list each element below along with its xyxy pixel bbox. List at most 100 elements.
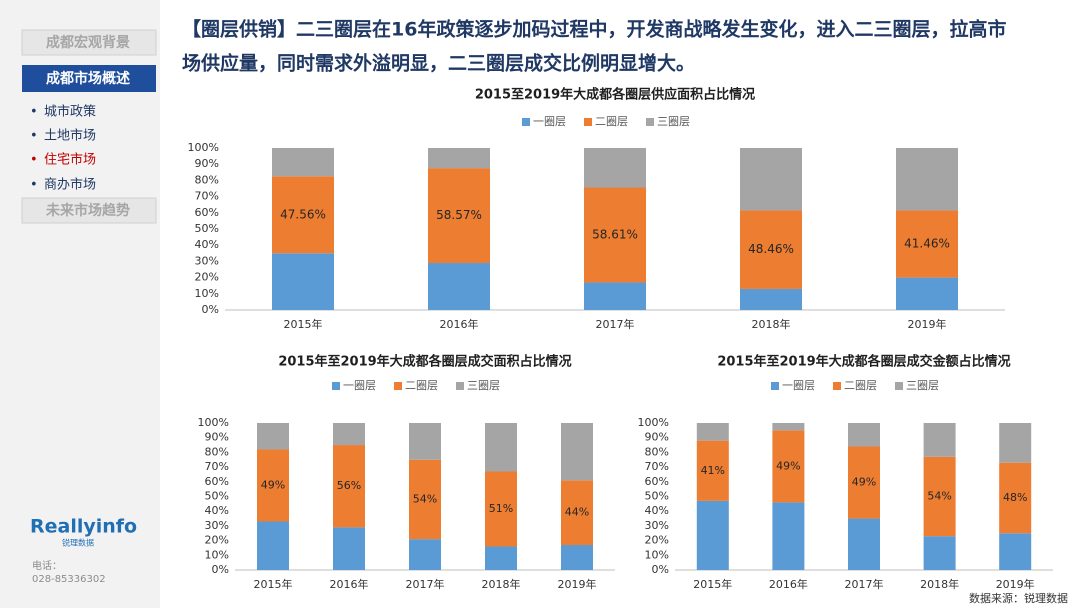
nav-subitem[interactable]: 土地市场 — [44, 128, 96, 144]
y-tick-label: 100% — [638, 416, 669, 429]
y-tick-label: 50% — [645, 490, 669, 503]
x-tick-label: 2015年 — [254, 577, 293, 591]
bar-segment — [848, 518, 880, 570]
bar-segment — [772, 423, 805, 431]
x-tick-label: 2018年 — [920, 577, 959, 591]
bar-segment — [740, 288, 802, 310]
legend-label: 三圈层 — [906, 379, 939, 392]
bar-segment — [923, 456, 956, 537]
chart-title: 2015年至2019年大成都各圈层成交金额占比情况 — [717, 354, 1010, 370]
data-label: 51% — [489, 502, 513, 515]
y-tick-label: 60% — [205, 475, 229, 488]
bar-segment — [696, 423, 729, 441]
legend-label: 三圈层 — [467, 379, 500, 392]
bullet: • — [30, 153, 38, 168]
x-tick-label: 2017年 — [406, 577, 445, 591]
y-tick-label: 90% — [645, 431, 669, 444]
bar-segment — [561, 545, 593, 570]
phone-label: 电话： — [32, 559, 62, 572]
nav-text: 成都市场概述 — [46, 70, 130, 87]
bar-segment — [923, 536, 956, 570]
y-tick-label: 30% — [645, 519, 669, 532]
y-tick-label: 30% — [195, 254, 219, 267]
sidebar — [0, 0, 160, 608]
bar-segment — [272, 176, 334, 254]
headline: 场供应量，同时需求外溢明显，二三圈层成交比例明显增大。 — [182, 52, 695, 75]
y-tick-label: 10% — [205, 548, 229, 561]
x-tick-label: 2015年 — [284, 317, 323, 331]
y-tick-label: 90% — [195, 157, 219, 170]
data-label: 49% — [776, 459, 800, 472]
bar-segment — [561, 423, 593, 481]
nav-subitem[interactable]: 城市政策 — [44, 104, 96, 120]
source: 数据来源：锐理数据 — [969, 591, 1068, 605]
nav-subitem-active[interactable]: 住宅市场 — [44, 152, 96, 168]
nav-subitem[interactable]: 商办市场 — [44, 177, 96, 193]
y-tick-label: 10% — [645, 548, 669, 561]
bar-segment — [999, 423, 1032, 463]
bar-segment — [848, 423, 880, 447]
chart-title: 2015年至2019年大成都各圈层成交面积占比情况 — [278, 354, 571, 370]
legend-swatch — [895, 382, 903, 390]
bar-segment — [584, 187, 646, 283]
y-tick-label: 30% — [205, 519, 229, 532]
bar-segment — [333, 423, 365, 446]
bar-segment — [740, 210, 802, 289]
bar-segment — [428, 168, 490, 264]
x-tick-label: 2016年 — [769, 577, 808, 591]
x-tick-label: 2019年 — [996, 577, 1035, 591]
bar-segment — [428, 148, 490, 169]
data-label: 48.46% — [748, 242, 794, 256]
data-label: 58.57% — [436, 208, 482, 222]
logo-sub: 锐理数据 — [62, 538, 94, 548]
y-tick-label: 70% — [195, 190, 219, 203]
legend-swatch — [394, 382, 402, 390]
bar-segment — [428, 263, 490, 310]
legend-label: 一圈层 — [782, 379, 815, 392]
y-tick-label: 80% — [645, 445, 669, 458]
legend-swatch — [584, 118, 592, 126]
legend-label: 一圈层 — [343, 379, 376, 392]
y-tick-label: 100% — [198, 416, 229, 429]
y-tick-label: 0% — [652, 563, 669, 576]
legend-label: 二圈层 — [844, 379, 877, 392]
x-tick-label: 2019年 — [558, 577, 597, 591]
x-tick-label: 2018年 — [482, 577, 521, 591]
x-tick-label: 2017年 — [845, 577, 884, 591]
bar-segment — [409, 423, 441, 460]
data-label: 58.61% — [592, 227, 638, 241]
y-tick-label: 70% — [645, 460, 669, 473]
bar-segment — [584, 148, 646, 188]
bar-segment — [272, 148, 334, 177]
bar-segment — [923, 423, 956, 457]
bar-segment — [409, 539, 441, 570]
nav-text: 未来市场趋势 — [46, 202, 130, 219]
bar-segment — [896, 277, 958, 310]
bar-segment — [696, 500, 729, 570]
data-label: 56% — [337, 479, 361, 492]
nav-item[interactable] — [21, 197, 157, 224]
x-tick-label: 2016年 — [330, 577, 369, 591]
legend-swatch — [833, 382, 841, 390]
bar-segment — [896, 148, 958, 211]
y-tick-label: 0% — [202, 303, 219, 316]
y-tick-label: 60% — [645, 475, 669, 488]
nav-item[interactable] — [21, 29, 157, 56]
bar-segment — [740, 148, 802, 211]
bar-segment — [999, 462, 1032, 534]
logo: Reallyinfo — [30, 516, 137, 538]
y-tick-label: 80% — [195, 173, 219, 186]
legend-swatch — [522, 118, 530, 126]
y-tick-label: 70% — [205, 460, 229, 473]
legend-swatch — [332, 382, 340, 390]
data-label: 47.56% — [280, 207, 326, 221]
bullet: • — [30, 105, 38, 120]
legend-swatch — [646, 118, 654, 126]
y-tick-label: 20% — [645, 534, 669, 547]
nav-item-active[interactable] — [22, 65, 156, 92]
bar-segment — [257, 423, 289, 450]
data-label: 49% — [852, 476, 876, 489]
bar-segment — [272, 253, 334, 310]
y-tick-label: 100% — [188, 141, 219, 154]
bar-segment — [485, 471, 517, 547]
